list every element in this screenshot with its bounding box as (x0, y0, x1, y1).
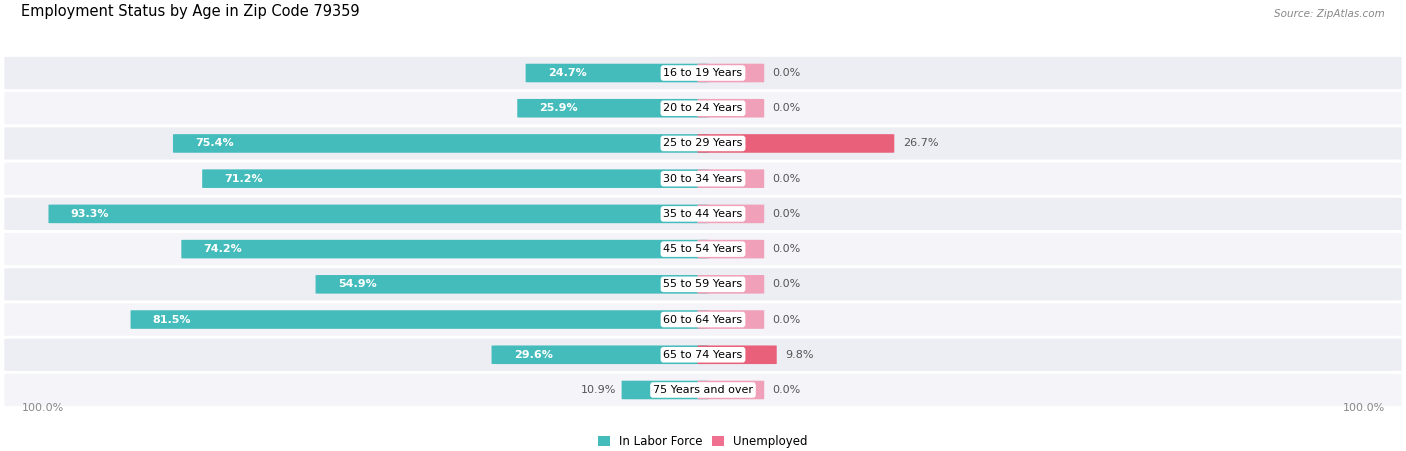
FancyBboxPatch shape (131, 310, 709, 329)
Text: 30 to 34 Years: 30 to 34 Years (664, 174, 742, 184)
FancyBboxPatch shape (3, 91, 1403, 125)
FancyBboxPatch shape (3, 302, 1403, 337)
FancyBboxPatch shape (697, 170, 765, 188)
FancyBboxPatch shape (492, 345, 709, 364)
Text: 0.0%: 0.0% (772, 314, 801, 325)
FancyBboxPatch shape (3, 232, 1403, 266)
Text: 0.0%: 0.0% (772, 385, 801, 395)
Text: Employment Status by Age in Zip Code 79359: Employment Status by Age in Zip Code 793… (21, 5, 360, 19)
FancyBboxPatch shape (173, 134, 709, 153)
Text: 100.0%: 100.0% (1343, 403, 1385, 413)
FancyBboxPatch shape (697, 310, 765, 329)
Text: 0.0%: 0.0% (772, 279, 801, 290)
FancyBboxPatch shape (3, 338, 1403, 372)
FancyBboxPatch shape (697, 64, 765, 83)
Text: 75.4%: 75.4% (195, 138, 233, 148)
Text: 9.8%: 9.8% (785, 350, 814, 360)
Text: 35 to 44 Years: 35 to 44 Years (664, 209, 742, 219)
FancyBboxPatch shape (697, 381, 765, 399)
Text: 0.0%: 0.0% (772, 174, 801, 184)
Text: 25 to 29 Years: 25 to 29 Years (664, 138, 742, 148)
Text: 74.2%: 74.2% (204, 244, 242, 254)
Text: 10.9%: 10.9% (581, 385, 616, 395)
Text: 100.0%: 100.0% (21, 403, 63, 413)
FancyBboxPatch shape (697, 345, 776, 364)
FancyBboxPatch shape (697, 205, 765, 223)
Text: 26.7%: 26.7% (903, 138, 938, 148)
Text: 0.0%: 0.0% (772, 209, 801, 219)
Text: 0.0%: 0.0% (772, 244, 801, 254)
FancyBboxPatch shape (181, 240, 709, 258)
Text: Source: ZipAtlas.com: Source: ZipAtlas.com (1274, 9, 1385, 19)
Text: 24.7%: 24.7% (548, 68, 586, 78)
FancyBboxPatch shape (3, 267, 1403, 302)
Text: 65 to 74 Years: 65 to 74 Years (664, 350, 742, 360)
FancyBboxPatch shape (697, 134, 894, 153)
FancyBboxPatch shape (48, 205, 709, 223)
FancyBboxPatch shape (202, 170, 709, 188)
Text: 0.0%: 0.0% (772, 68, 801, 78)
Text: 25.9%: 25.9% (540, 103, 578, 113)
Text: 54.9%: 54.9% (337, 279, 377, 290)
Text: 93.3%: 93.3% (70, 209, 110, 219)
FancyBboxPatch shape (3, 126, 1403, 161)
Text: 55 to 59 Years: 55 to 59 Years (664, 279, 742, 290)
FancyBboxPatch shape (517, 99, 709, 118)
Text: 81.5%: 81.5% (153, 314, 191, 325)
Text: 71.2%: 71.2% (225, 174, 263, 184)
Text: 29.6%: 29.6% (513, 350, 553, 360)
FancyBboxPatch shape (697, 99, 765, 118)
FancyBboxPatch shape (315, 275, 709, 294)
Legend: In Labor Force, Unemployed: In Labor Force, Unemployed (593, 430, 813, 451)
FancyBboxPatch shape (3, 56, 1403, 90)
FancyBboxPatch shape (697, 240, 765, 258)
Text: 20 to 24 Years: 20 to 24 Years (664, 103, 742, 113)
Text: 0.0%: 0.0% (772, 103, 801, 113)
Text: 75 Years and over: 75 Years and over (652, 385, 754, 395)
FancyBboxPatch shape (3, 161, 1403, 196)
FancyBboxPatch shape (3, 197, 1403, 231)
FancyBboxPatch shape (526, 64, 709, 83)
FancyBboxPatch shape (697, 275, 765, 294)
Text: 45 to 54 Years: 45 to 54 Years (664, 244, 742, 254)
Text: 16 to 19 Years: 16 to 19 Years (664, 68, 742, 78)
FancyBboxPatch shape (3, 373, 1403, 407)
FancyBboxPatch shape (621, 381, 709, 399)
Text: 60 to 64 Years: 60 to 64 Years (664, 314, 742, 325)
